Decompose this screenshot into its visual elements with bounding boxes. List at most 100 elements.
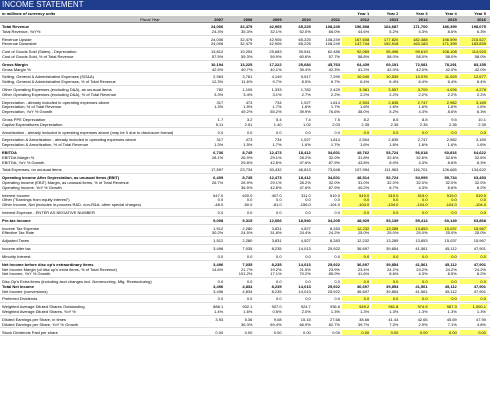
cell-value: 3.3% <box>214 91 224 97</box>
cell-value: 177,820 <box>371 36 400 42</box>
cell-value: 2.35 <box>448 121 457 127</box>
cell-value: 0.0 <box>371 197 400 203</box>
cell-value: 32.0% <box>387 179 399 185</box>
cell-value: 3,496 <box>213 288 224 294</box>
row-label: EBITDA Margin % <box>2 154 35 160</box>
cell-value: 2,747 <box>400 99 429 105</box>
cell-value: 8.7% <box>389 184 399 190</box>
cell-value: 36,697 <box>356 246 370 252</box>
cell-value: 57.7% <box>328 53 340 59</box>
cell-value: 0.0 <box>458 279 487 285</box>
cell-value: 32.6% <box>387 154 399 160</box>
cell-value: 1.5% <box>243 104 253 110</box>
cell-value: 32,479 <box>240 36 253 42</box>
cell-value: 4,278 <box>458 87 487 92</box>
cell-value: 15.15 <box>300 316 311 322</box>
cell-value: 82.7% <box>328 321 340 327</box>
cell-value: 0.0 <box>276 296 282 302</box>
cell-value: 24,006 <box>210 36 224 42</box>
cell-value: 25,684 <box>298 61 311 67</box>
cell-value: 34,205 <box>327 217 340 223</box>
cell-value: 407.0 <box>271 192 282 198</box>
cell-value: 519.0 <box>400 192 429 198</box>
cell-value: 2,504 <box>342 99 371 105</box>
cell-value: 0.0 <box>276 253 282 259</box>
cell-value: 987.3 <box>429 304 458 310</box>
row-label: Gross PPE Depreciation <box>2 116 46 122</box>
row-label: Weighted Average Diluted Shares, YoY % <box>2 309 76 315</box>
row-label: Other Income, Net (includes in-process R… <box>2 202 141 208</box>
cell-value: 1.6% <box>360 104 370 110</box>
cell-value: 108,108 <box>429 49 458 55</box>
cell-value: 15,967 <box>473 238 486 244</box>
cell-value: 40.1% <box>270 66 282 72</box>
row-label: Net Income Margin (of disc op's extra it… <box>2 266 117 272</box>
cell-value: 108,249 <box>325 41 340 47</box>
cell-value: 24.2% <box>328 230 340 236</box>
cell-value: 0.0 <box>217 209 224 215</box>
cell-value: 0.5% <box>272 309 282 315</box>
cell-value: 6.2% <box>476 184 486 190</box>
cell-value: 171,700 <box>413 24 428 29</box>
cell-value: 25,922 <box>327 283 340 289</box>
group-divider <box>0 59 490 61</box>
cell-value: 519.0 <box>458 192 487 198</box>
cell-value: 69.4% <box>270 321 282 327</box>
cell-value: 42.6% <box>270 159 282 165</box>
cell-value: 10,976 <box>400 74 429 80</box>
cell-value: 949.2 <box>342 304 371 310</box>
row-label: Income after tax <box>2 246 31 252</box>
cell-value: 4,834 <box>242 288 253 294</box>
cell-value: 519.0 <box>429 192 458 198</box>
header-row <box>0 16 490 23</box>
cell-value: 17.1% <box>270 271 282 277</box>
cell-value: 0.00 <box>400 329 429 335</box>
cell-value: 3.2 <box>246 116 253 122</box>
cell-value: 2.35 <box>478 121 486 127</box>
cell-value: 4,527 <box>300 225 311 231</box>
cell-value: 8,283 <box>329 225 340 231</box>
cell-value: 42.65 <box>417 316 428 322</box>
row-label: Operating Income, YoY % Growth <box>2 184 62 190</box>
cell-value: 4.3% <box>418 109 428 115</box>
cell-value: 5.2% <box>389 28 399 34</box>
cell-value: 36.5% <box>241 184 253 190</box>
cell-value: 0.0 <box>246 129 253 135</box>
cell-value: 41,561 <box>415 283 428 289</box>
cell-value: 5.11 <box>215 121 224 127</box>
cell-value: 519.0 <box>371 192 400 198</box>
cell-value: 2.7% <box>301 91 311 97</box>
cell-value: 28.1% <box>211 154 224 160</box>
cell-value: 41.6% <box>357 271 370 277</box>
cell-value: 69,191 <box>386 61 399 67</box>
cell-value: 0.0 <box>458 129 487 135</box>
row-label: Cost of Goods Sold (Sales) - Depreciatio… <box>2 49 77 55</box>
cell-value: 171,399 <box>429 41 458 47</box>
cell-value: 6.4% <box>476 79 486 85</box>
cell-value: 53,724 <box>386 150 399 155</box>
cell-value: 24.3% <box>211 28 224 34</box>
cell-value: 32.6% <box>445 154 457 160</box>
row-label: Net Income (conversions) <box>2 288 48 294</box>
cell-value: 0.0 <box>342 279 371 285</box>
cell-value: 26.9% <box>241 154 253 160</box>
cell-value: 41.2% <box>357 66 370 72</box>
cell-value: 1.7% <box>272 104 282 110</box>
cell-value: 42.3% <box>328 66 340 72</box>
group-divider <box>0 165 490 167</box>
cell-value: 39,854 <box>386 261 399 267</box>
cell-value: 87.9% <box>328 184 340 190</box>
cell-value: 36.3% <box>241 321 253 327</box>
cell-value: 8.8 <box>422 116 428 122</box>
cell-value: 95,496 <box>371 49 400 55</box>
cell-value: 0.0 <box>305 129 311 135</box>
group-divider <box>0 302 490 304</box>
cell-value: 12,232 <box>356 238 370 244</box>
cell-value: 0.0 <box>371 129 400 135</box>
cell-value: 0.0 <box>246 279 253 285</box>
cell-value: 57.5% <box>211 53 224 59</box>
cell-value: 8,745 <box>242 175 253 181</box>
cell-value: 60.6% <box>299 53 311 59</box>
cell-value: 0.0 <box>276 129 282 135</box>
cell-value: 28.2% <box>299 154 311 160</box>
